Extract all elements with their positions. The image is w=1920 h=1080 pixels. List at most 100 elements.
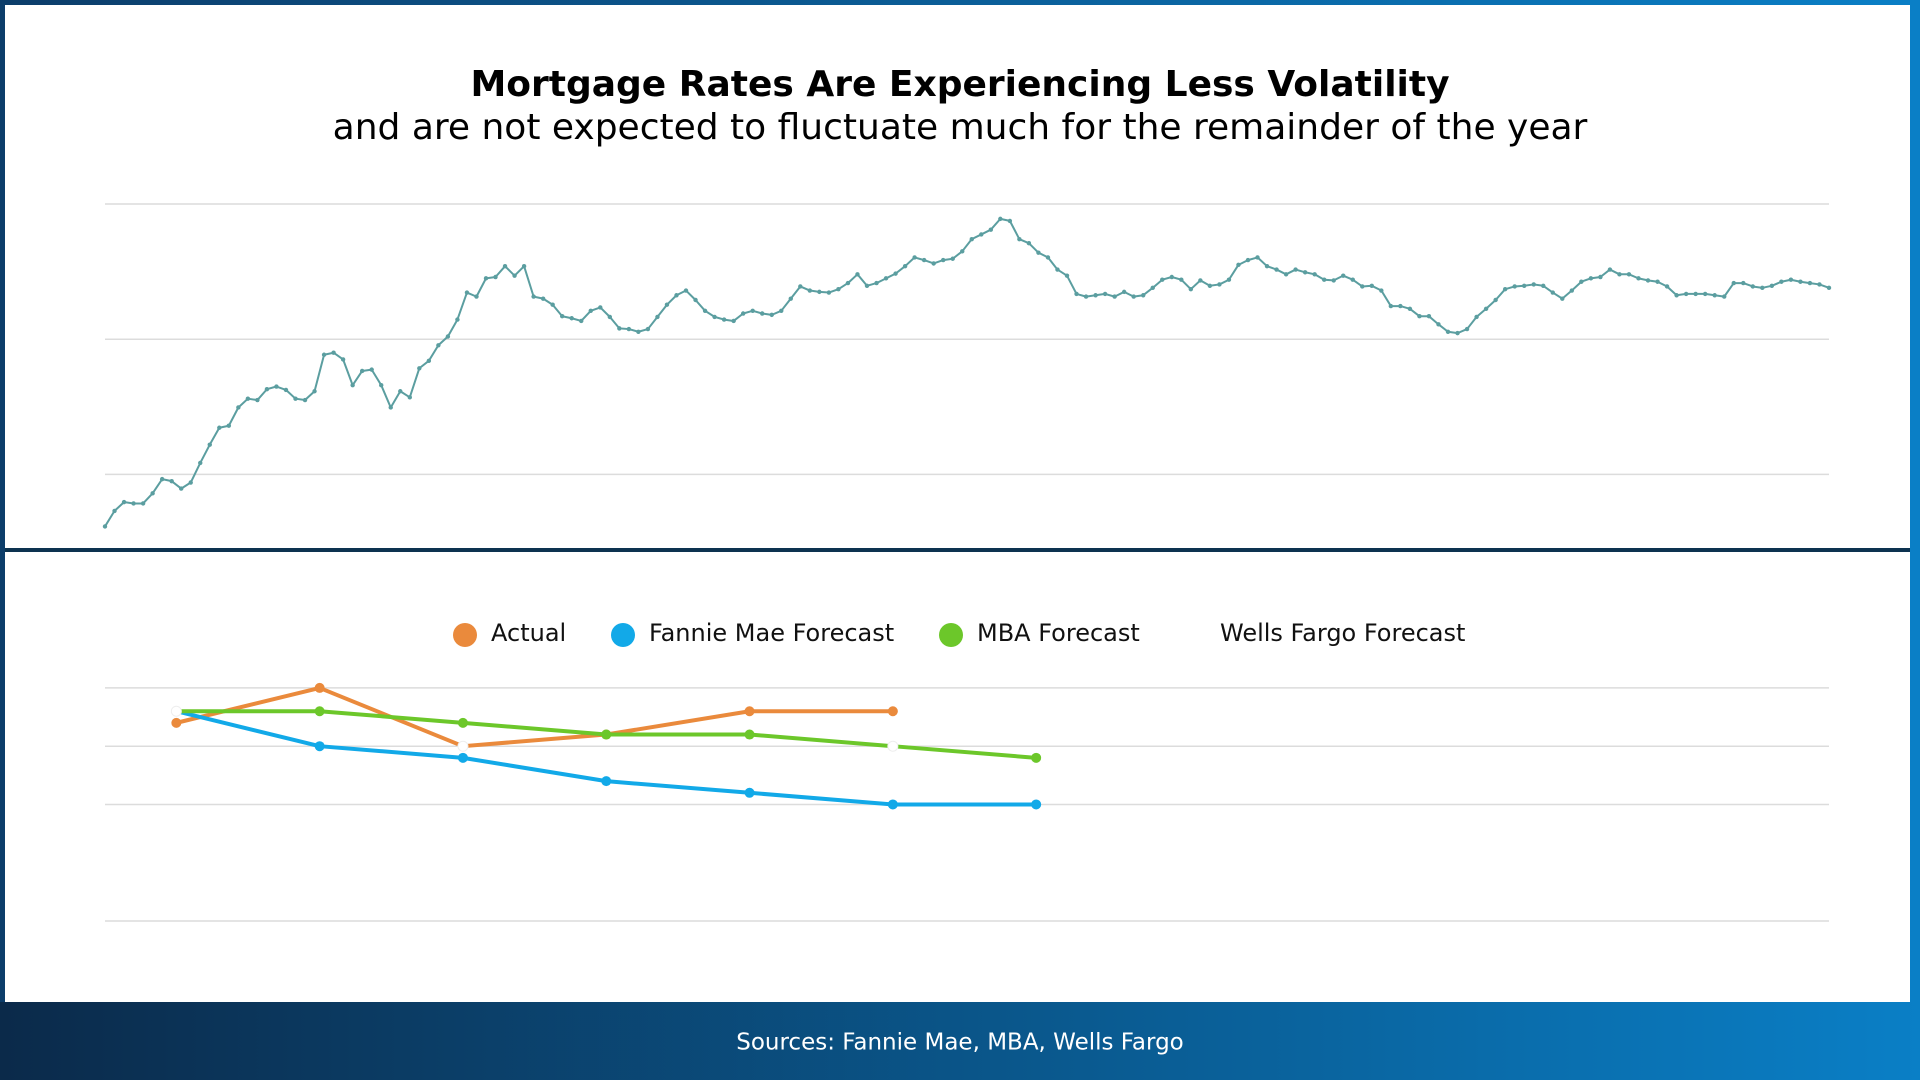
data-point: [1398, 303, 1403, 309]
data-point: [1683, 291, 1689, 297]
data-point: [1769, 283, 1775, 288]
data-point: [1121, 289, 1127, 295]
data-point: [1617, 272, 1622, 277]
data-point: [826, 290, 832, 295]
data-point: [883, 276, 889, 281]
data-point: [1036, 250, 1041, 255]
data-point: [988, 227, 994, 232]
data-point: [274, 384, 279, 389]
data-point: [1426, 314, 1432, 319]
data-point: [1579, 279, 1584, 284]
data-point: [1712, 293, 1717, 298]
data-point: [398, 389, 403, 394]
data-point: [1750, 284, 1756, 289]
data-point: [887, 799, 898, 810]
data-point: [1741, 280, 1746, 286]
data-point: [1007, 218, 1013, 224]
data-point: [1502, 286, 1508, 292]
chart-subtitle: and are not expected to fluctuate much f…: [333, 107, 1588, 148]
data-point: [1031, 799, 1042, 810]
data-point: [502, 263, 508, 269]
data-point: [769, 312, 774, 318]
data-point: [171, 717, 182, 728]
data-point: [1093, 293, 1098, 298]
data-point: [1217, 282, 1222, 287]
data-point: [1341, 273, 1346, 278]
data-point: [807, 288, 813, 293]
data-point: [1560, 296, 1565, 301]
data-point: [417, 366, 422, 371]
data-point: [788, 296, 793, 301]
legend-swatch: [1182, 623, 1206, 647]
data-point: [1512, 284, 1517, 289]
data-point: [1569, 288, 1575, 293]
data-point: [1293, 267, 1298, 272]
data-point: [674, 293, 679, 298]
data-point: [1083, 294, 1089, 299]
data-point: [1645, 278, 1651, 283]
data-point: [474, 294, 479, 299]
data-point: [150, 491, 155, 496]
data-point: [740, 311, 746, 316]
data-point: [960, 249, 965, 254]
data-point: [457, 752, 468, 763]
data-point: [1817, 282, 1822, 287]
data-point: [636, 329, 641, 334]
legend-label: Actual: [491, 619, 566, 647]
data-point: [969, 236, 974, 242]
data-point: [1321, 277, 1327, 282]
data-point: [1198, 278, 1203, 283]
data-point: [493, 274, 498, 280]
data-point: [379, 382, 384, 388]
data-point: [1169, 274, 1174, 280]
data-point: [1674, 293, 1679, 298]
data-point: [388, 405, 393, 410]
data-point: [169, 478, 174, 484]
data-point: [1702, 291, 1708, 297]
data-point: [731, 318, 736, 324]
data-point: [1207, 283, 1213, 288]
data-point: [1607, 267, 1613, 272]
data-point: [750, 308, 755, 314]
data-point: [457, 740, 469, 752]
data-point: [931, 261, 936, 266]
data-point: [601, 729, 612, 740]
data-point: [864, 283, 870, 288]
legend-swatch: [939, 623, 963, 647]
data-point: [569, 316, 574, 321]
data-point: [1626, 272, 1632, 277]
data-point: [1798, 279, 1803, 284]
data-point: [1522, 283, 1527, 288]
data-point: [887, 706, 898, 717]
data-point: [302, 397, 308, 403]
data-point: [664, 302, 670, 307]
data-point: [1055, 267, 1060, 272]
data-point: [314, 706, 325, 717]
data-point: [702, 308, 708, 314]
data-point: [1474, 314, 1479, 320]
data-point: [902, 263, 908, 269]
data-point: [744, 787, 755, 798]
footer-band: [0, 1002, 1920, 1080]
data-point: [1160, 277, 1165, 282]
data-point: [1445, 329, 1451, 334]
data-point: [102, 524, 108, 529]
data-point: [1312, 272, 1317, 277]
data-point: [1017, 236, 1022, 242]
data-point: [1369, 283, 1375, 288]
data-point: [617, 326, 622, 331]
data-point: [836, 286, 841, 292]
data-point: [655, 314, 660, 320]
data-point: [1550, 290, 1555, 295]
data-point: [1031, 752, 1042, 763]
data-point: [779, 308, 784, 314]
data-point: [1483, 306, 1489, 311]
legend-label: Fannie Mae Forecast: [649, 619, 894, 647]
data-point: [198, 460, 203, 466]
data-point: [521, 263, 527, 269]
data-point: [950, 256, 955, 261]
legend-label: MBA Forecast: [977, 619, 1140, 647]
data-point: [426, 358, 432, 364]
data-point: [350, 382, 355, 388]
data-point: [1064, 273, 1070, 278]
